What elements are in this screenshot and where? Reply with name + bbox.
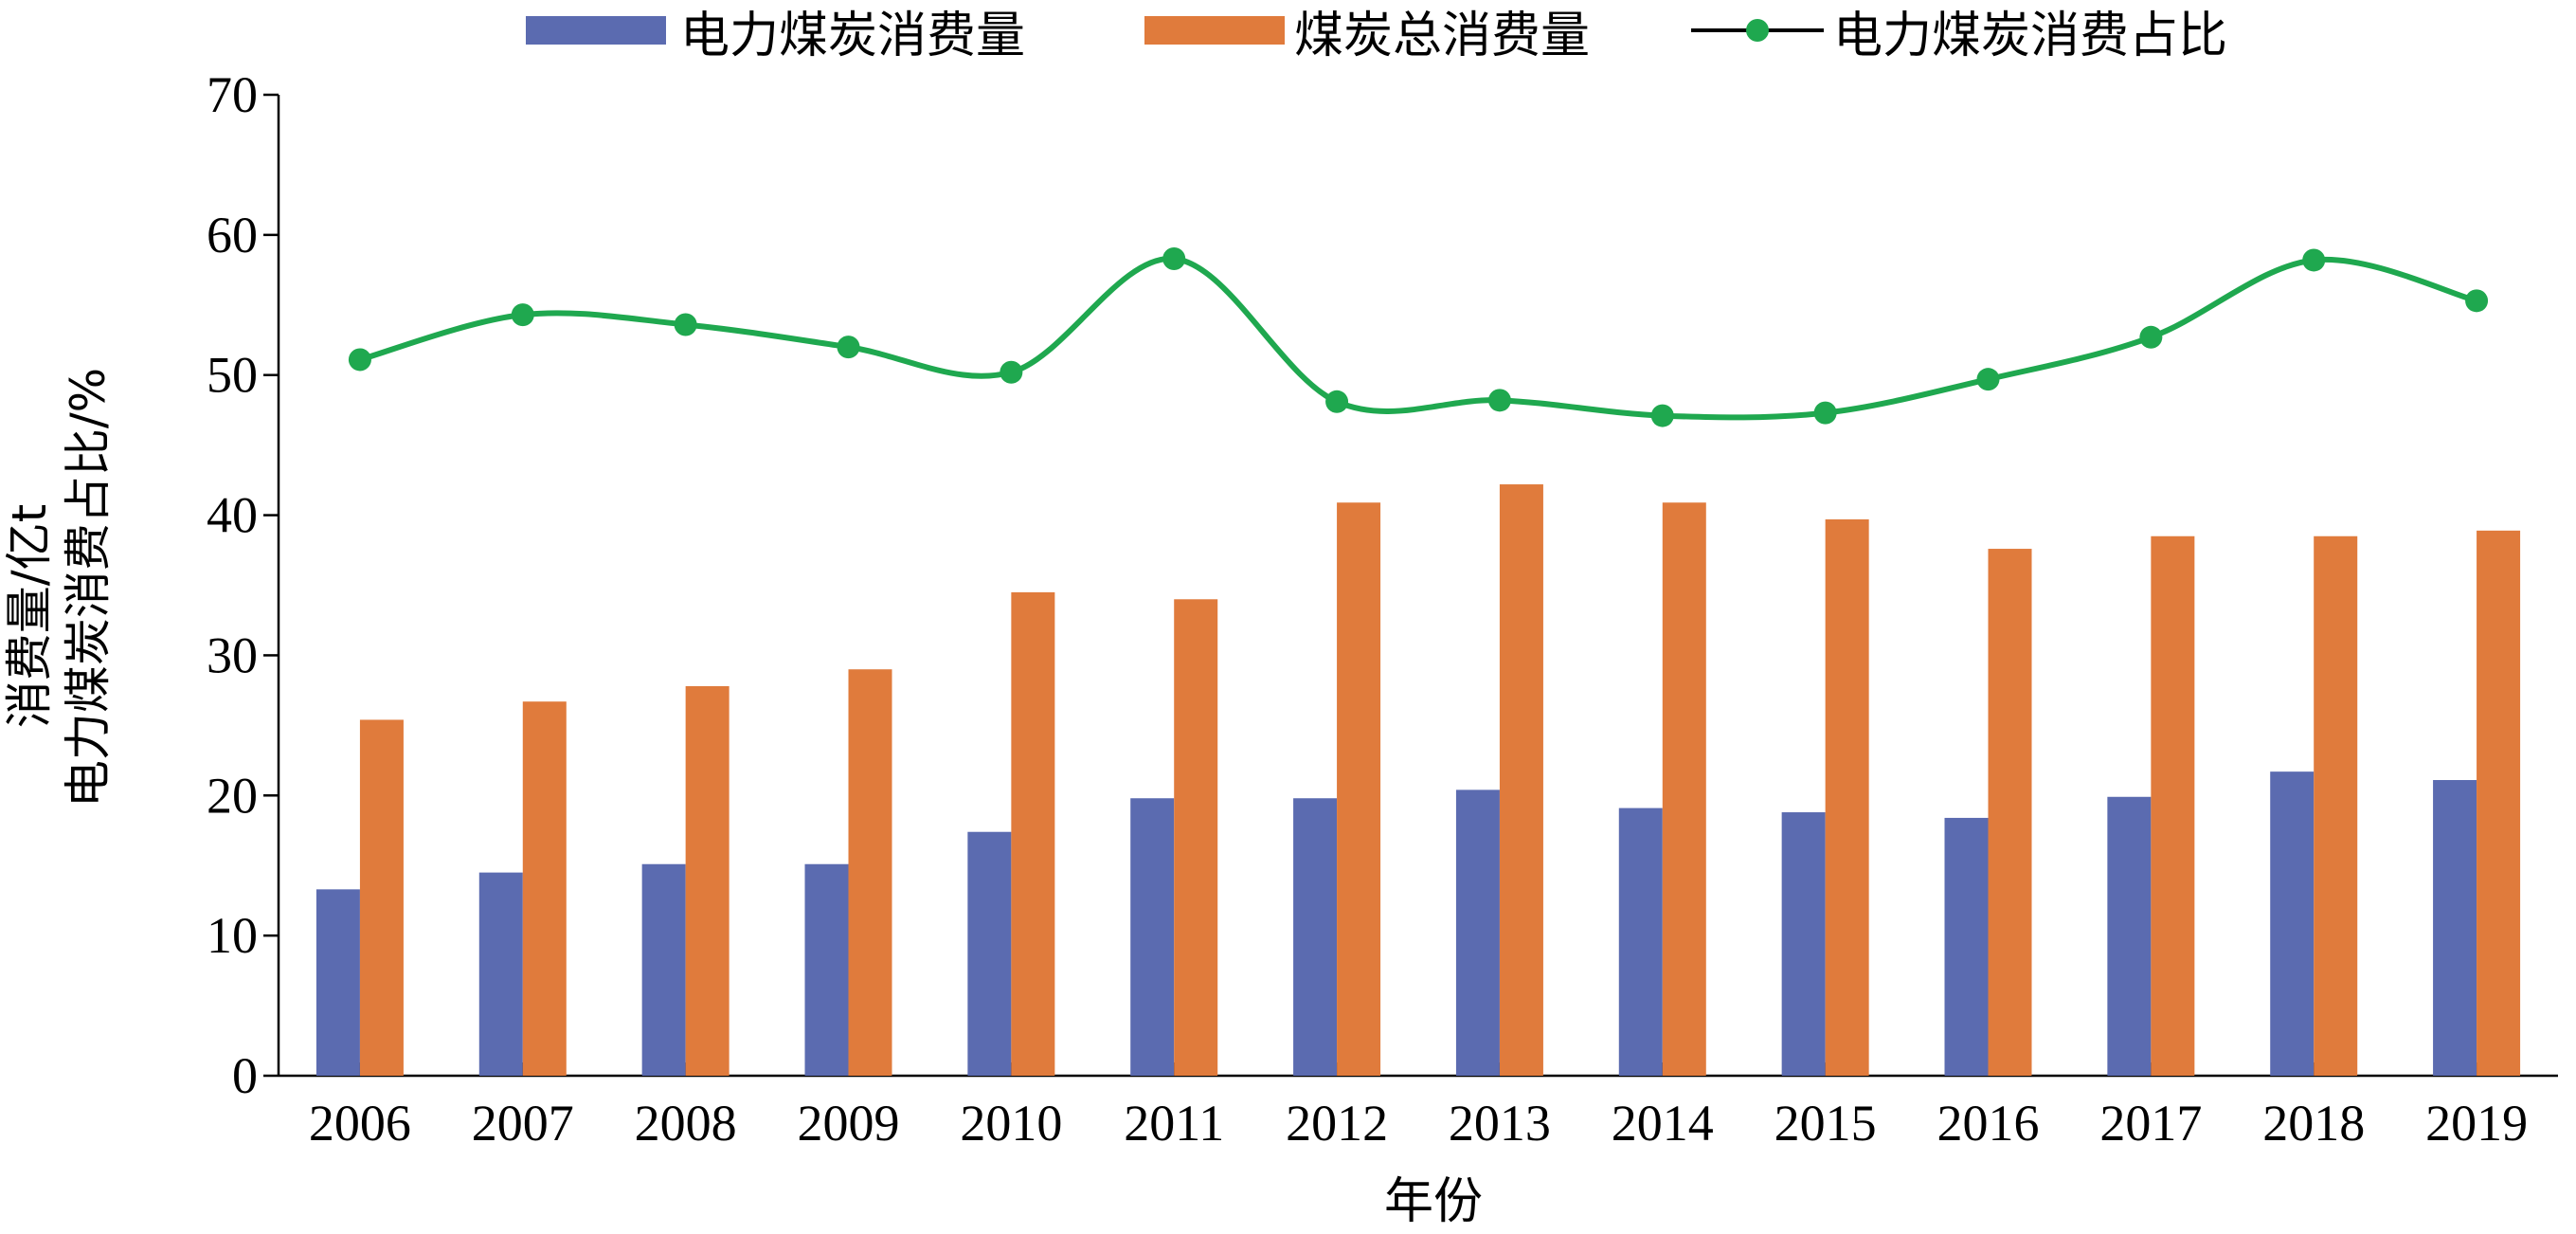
bar-power-coal <box>2433 780 2477 1076</box>
bar-power-coal <box>1130 798 1175 1076</box>
line-point <box>348 348 371 372</box>
line-point <box>511 303 534 327</box>
line-point <box>2465 289 2489 313</box>
bar-total-coal <box>848 669 892 1076</box>
x-tick-label: 2017 <box>2099 1095 2202 1152</box>
x-tick-label: 2009 <box>798 1095 900 1152</box>
y-axis-label-line-2: 电力煤炭消费占比/% <box>61 368 116 808</box>
bar-total-coal <box>522 701 567 1076</box>
line-point <box>1162 246 1186 270</box>
line-point <box>1650 404 1674 427</box>
line-series <box>348 246 2489 427</box>
bar-power-coal <box>2107 796 2152 1076</box>
bar-total-coal <box>2477 530 2521 1076</box>
line-point <box>1325 390 1349 413</box>
x-tick-label: 2010 <box>960 1095 1062 1152</box>
bar-power-coal <box>1455 789 1500 1076</box>
bar-total-coal <box>359 719 404 1076</box>
y-tick-label: 40 <box>207 487 258 544</box>
y-tick-label: 60 <box>207 207 258 263</box>
bar-total-coal <box>1011 591 1055 1076</box>
bar-power-coal <box>1293 798 1338 1076</box>
legend-label-total-coal: 煤炭总消费量 <box>1294 8 1590 64</box>
legend-swatch-total-coal <box>1144 16 1285 45</box>
line-point <box>2302 248 2326 272</box>
legend: 电力煤炭消费量 煤炭总消费量 电力煤炭消费占比 <box>526 8 2227 64</box>
bar-total-coal <box>1174 599 1218 1076</box>
line-point <box>1487 389 1511 412</box>
y-tick-label: 70 <box>207 66 258 123</box>
bar-power-coal <box>478 872 523 1076</box>
x-tick-label: 2006 <box>309 1095 411 1152</box>
legend-label-power-coal: 电力煤炭消费量 <box>680 8 1025 64</box>
bar-total-coal <box>685 685 730 1076</box>
bar-total-coal <box>1337 502 1381 1076</box>
bar-power-coal <box>641 863 686 1076</box>
line-point <box>837 336 860 359</box>
x-tick-label: 2016 <box>1937 1095 2040 1152</box>
legend-swatch-power-coal <box>526 16 666 45</box>
bar-power-coal <box>1944 817 1989 1076</box>
line-point <box>1000 360 1023 384</box>
bar-power-coal <box>2270 771 2315 1076</box>
bar-power-coal <box>1618 808 1663 1076</box>
x-tick-label: 2014 <box>1612 1095 1714 1152</box>
y-tick-label: 50 <box>207 347 258 404</box>
bar-power-coal <box>315 889 360 1076</box>
line-point <box>2139 325 2163 349</box>
line-point <box>1813 401 1837 425</box>
bars <box>315 484 2521 1076</box>
line-point <box>674 313 697 336</box>
x-tick-label: 2011 <box>1124 1095 1224 1152</box>
y-tick-label: 0 <box>232 1047 258 1104</box>
line-point <box>1976 368 2000 391</box>
bar-total-coal <box>1988 549 2032 1076</box>
bar-total-coal <box>1825 519 1869 1076</box>
legend-label-share: 电力煤炭消费占比 <box>1833 8 2227 64</box>
legend-marker-share <box>1746 19 1769 42</box>
x-tick-label: 2007 <box>472 1095 574 1152</box>
y-tick-label: 30 <box>207 626 258 683</box>
y-axis-label-line-1: 消费量/亿t <box>2 504 57 728</box>
y-tick-label: 10 <box>207 907 258 964</box>
x-tick-label: 2013 <box>1449 1095 1551 1152</box>
y-tick-label: 20 <box>207 767 258 824</box>
x-axis-label: 年份 <box>1384 1173 1483 1230</box>
x-tick-label: 2012 <box>1286 1095 1388 1152</box>
bar-power-coal <box>967 831 1012 1076</box>
x-tick-label: 2019 <box>2425 1095 2528 1152</box>
x-tick-label: 2008 <box>635 1095 737 1152</box>
x-tick-label: 2018 <box>2262 1095 2365 1152</box>
bar-power-coal <box>1781 812 1826 1076</box>
bar-total-coal <box>2314 535 2358 1076</box>
x-tick-label: 2015 <box>1774 1095 1877 1152</box>
axes: 0 10 20 30 40 50 60 70 2006 2007 2008 2009 2010 2011 2… <box>207 66 2558 1152</box>
bar-power-coal <box>804 863 849 1076</box>
power-coal-share-line <box>359 255 2477 421</box>
bar-total-coal <box>1499 484 1543 1076</box>
bar-total-coal <box>1662 502 1706 1076</box>
bar-total-coal <box>2151 535 2195 1076</box>
